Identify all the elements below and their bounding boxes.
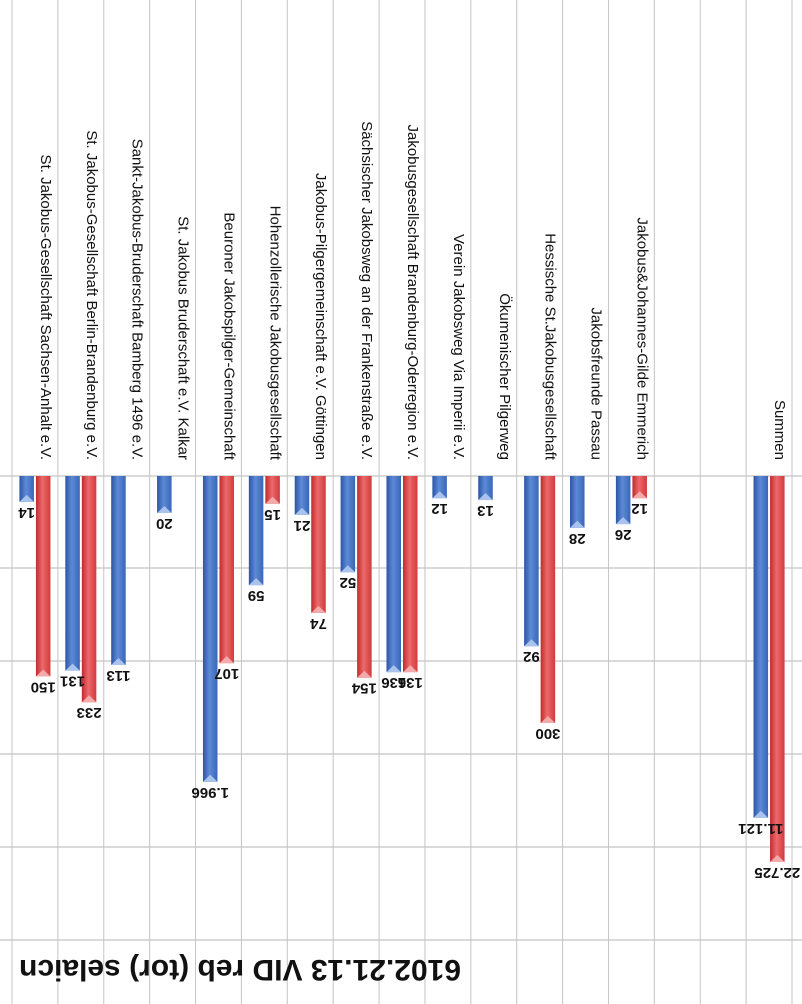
category-label: Sankt-Jakobus-Bruderschaft Bamberg 1496 … [129, 139, 146, 460]
bar-tip [340, 565, 356, 573]
category-label: Hessische St.Jakobusgesellschaft [542, 233, 559, 461]
category-label: Sächsischer Jakobsweg an der Frankenstra… [358, 121, 375, 460]
bar-tip [770, 854, 785, 862]
bar-tip [432, 491, 447, 499]
chart-title: 6102.21.13 VID reb (tor) selaicn [19, 953, 461, 986]
category-label: Beuroner Jakobspilger-Gemeinschaft [220, 212, 237, 460]
data-label: 131 [60, 673, 85, 690]
data-label: 52 [340, 574, 357, 591]
bar-tip [753, 810, 769, 818]
category-label: Jakobusgesellschaft Brandenburg-Oderregi… [404, 125, 421, 461]
bar-series-1-cat-8 [403, 476, 418, 673]
bar-tip [386, 665, 401, 673]
category-label: St. Jakobus Bruderschaft e.V. Kalkar [175, 216, 192, 460]
category-label: Ökumenischer Pilgerweg [496, 293, 514, 460]
bar-tip [65, 663, 80, 671]
bar-tip [248, 578, 264, 586]
data-label: 150 [31, 679, 56, 696]
bar-series-0-cat-9 [432, 476, 447, 499]
bar-series-1-cat-11 [540, 476, 556, 723]
data-label: 12 [431, 500, 448, 517]
bar-series-1-cat-6 [311, 476, 326, 613]
bar-series-0-cat-7 [340, 476, 356, 573]
bar-tip [81, 695, 97, 703]
bar-tip [265, 496, 280, 504]
bar-series-0-cat-16 [753, 476, 769, 818]
category-label: St. Jakobus-Gesellschaft Sachsen-Anhalt … [37, 155, 54, 460]
bar-tip [357, 670, 372, 678]
bar-series-0-cat-1 [65, 476, 80, 671]
bar-series-1-cat-13 [632, 476, 647, 499]
data-label: 300 [535, 725, 560, 742]
category-label: Jakobus-Pilgergemeinschaft e.V. Göttinge… [312, 173, 329, 460]
data-label: 28 [569, 530, 586, 547]
bar-tip [311, 605, 326, 613]
data-label: 20 [156, 515, 173, 532]
data-label: 26 [615, 526, 632, 543]
data-label: 13 [477, 502, 494, 519]
bar-tip [294, 507, 310, 515]
category-label: St. Jakobus-Gesellschaft Berlin-Brandenb… [83, 130, 100, 460]
bar-series-0-cat-4 [202, 476, 218, 782]
category-label: Jakobsfreunde Passau [588, 307, 605, 460]
bar-series-1-cat-4 [219, 476, 234, 664]
bar-tip [524, 639, 539, 647]
bar-tip [202, 774, 218, 782]
bar-tip [111, 658, 126, 666]
bar-series-0-cat-3 [157, 476, 172, 513]
category-label: Verein Jakobsweg Via Imperii e.V. [450, 234, 467, 460]
bar-tip [35, 669, 51, 677]
data-label: 136 [398, 674, 423, 691]
bar-series-0-cat-10 [478, 476, 493, 501]
data-label: 74 [309, 615, 326, 632]
bar-series-1-cat-16 [770, 476, 785, 862]
bar-series-0-cat-13 [615, 476, 631, 525]
bar-series-1-cat-1 [81, 476, 97, 703]
data-label: 12 [631, 500, 648, 517]
bar-series-0-cat-0 [19, 476, 34, 502]
bar-tip [478, 493, 493, 501]
category-label: Jakobus&Johannes-Gilde Emmerich [633, 217, 650, 460]
data-label: 233 [77, 704, 102, 721]
data-label: 92 [523, 648, 540, 665]
bar-series-0-cat-5 [248, 476, 264, 586]
data-label: 113 [106, 667, 130, 684]
bar-series-1-cat-7 [357, 476, 372, 678]
bar-tip [157, 506, 172, 513]
bar-tip [570, 520, 585, 528]
bar-tip [19, 494, 34, 502]
data-label: 59 [248, 587, 265, 604]
bar-series-0-cat-2 [111, 476, 126, 666]
bar-series-0-cat-11 [524, 476, 539, 647]
data-label: 21 [294, 517, 311, 534]
data-label: 154 [351, 680, 377, 697]
bar-series-1-cat-5 [265, 476, 280, 504]
bar-series-0-cat-6 [294, 476, 310, 515]
bar-tip [632, 491, 647, 499]
data-label: 136 [381, 674, 406, 691]
data-label: 1.966 [191, 784, 229, 801]
category-label: Hohenzollerische Jakobusgesellschaft [266, 206, 283, 461]
bar-tip [615, 517, 631, 525]
bar-series-0-cat-12 [570, 476, 585, 528]
data-label: 14 [18, 504, 35, 521]
data-label: 15 [264, 506, 281, 523]
data-label: 11.121 [738, 820, 783, 837]
data-label: 22.725 [754, 864, 800, 881]
category-label: Summen [771, 400, 788, 460]
bar-series-1-cat-0 [35, 476, 51, 677]
bar-tip [403, 665, 418, 673]
data-label: 107 [214, 665, 239, 682]
bar-tip [540, 716, 556, 723]
bar-series-0-cat-8 [386, 476, 401, 673]
bar-tip [219, 656, 234, 664]
